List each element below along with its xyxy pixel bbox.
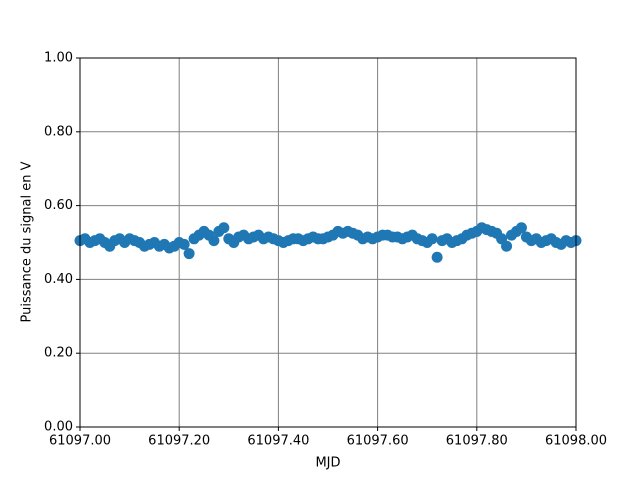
- x-tick-label: 61097.20: [148, 434, 210, 449]
- point: [426, 233, 438, 245]
- point: [515, 222, 527, 234]
- x-tick-label: 61097.40: [247, 434, 309, 449]
- y-axis-label: Puissance du signal en V: [20, 161, 35, 322]
- x-tick-label: 61097.80: [446, 434, 508, 449]
- y-tick-label: 0.00: [44, 420, 73, 435]
- plot-frame: [79, 57, 577, 428]
- x-tick-label: 61098.00: [545, 434, 607, 449]
- point: [501, 240, 513, 252]
- y-tick-label: 0.20: [44, 346, 73, 361]
- y-tick-label: 0.80: [44, 124, 73, 139]
- y-tick-label: 0.40: [44, 272, 73, 287]
- point: [218, 222, 230, 234]
- point: [431, 251, 443, 263]
- x-tick-label: 61097.00: [49, 434, 111, 449]
- y-tick-label: 1.00: [44, 51, 73, 66]
- x-tick-label: 61097.60: [347, 434, 409, 449]
- x-axis-label: MJD: [315, 456, 340, 471]
- point: [178, 238, 190, 250]
- point: [208, 235, 220, 247]
- point: [183, 248, 195, 260]
- y-tick-label: 0.60: [44, 198, 73, 213]
